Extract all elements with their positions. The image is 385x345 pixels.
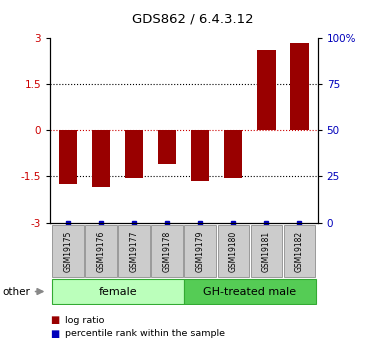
- FancyBboxPatch shape: [184, 225, 216, 277]
- Text: ■: ■: [50, 329, 59, 339]
- Text: GH-treated male: GH-treated male: [203, 287, 296, 296]
- Bar: [125, 130, 143, 178]
- Text: other: other: [2, 287, 30, 296]
- Text: GSM19182: GSM19182: [295, 230, 304, 272]
- Text: GSM19175: GSM19175: [64, 230, 73, 272]
- FancyBboxPatch shape: [85, 225, 117, 277]
- Bar: [290, 42, 308, 130]
- Bar: [257, 50, 276, 130]
- Bar: [224, 130, 243, 178]
- FancyBboxPatch shape: [119, 225, 150, 277]
- Bar: [92, 130, 110, 187]
- Text: GDS862 / 6.4.3.12: GDS862 / 6.4.3.12: [132, 12, 253, 25]
- Text: GSM19181: GSM19181: [262, 230, 271, 272]
- Text: GSM19176: GSM19176: [97, 230, 106, 272]
- Bar: [158, 130, 176, 164]
- Bar: [59, 130, 77, 184]
- FancyBboxPatch shape: [284, 225, 315, 277]
- FancyBboxPatch shape: [218, 225, 249, 277]
- Text: GSM19178: GSM19178: [163, 230, 172, 272]
- FancyBboxPatch shape: [52, 279, 184, 304]
- Text: ■: ■: [50, 315, 59, 325]
- FancyBboxPatch shape: [151, 225, 183, 277]
- Text: GSM19180: GSM19180: [229, 230, 238, 272]
- Text: GSM19177: GSM19177: [130, 230, 139, 272]
- Text: percentile rank within the sample: percentile rank within the sample: [65, 329, 226, 338]
- Bar: [191, 130, 209, 181]
- Text: GSM19179: GSM19179: [196, 230, 205, 272]
- Text: female: female: [99, 287, 137, 296]
- FancyBboxPatch shape: [184, 279, 316, 304]
- FancyBboxPatch shape: [251, 225, 282, 277]
- FancyBboxPatch shape: [52, 225, 84, 277]
- Text: log ratio: log ratio: [65, 316, 105, 325]
